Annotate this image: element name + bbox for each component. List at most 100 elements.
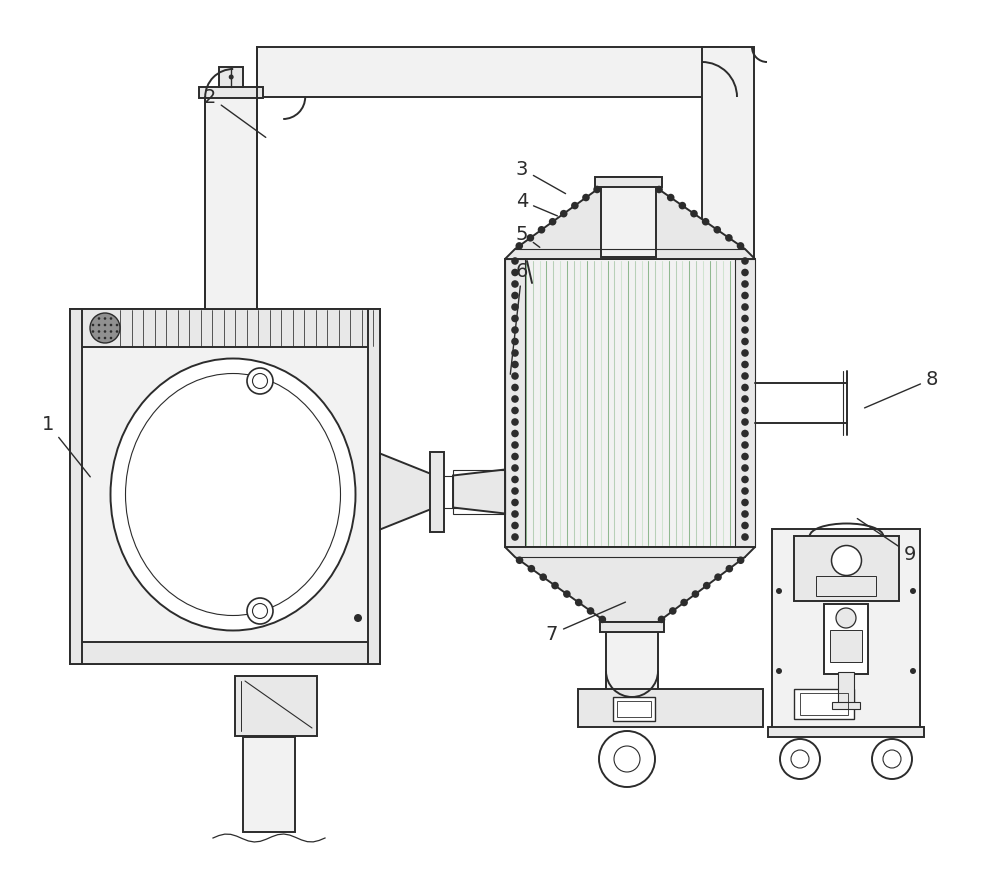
Circle shape — [110, 324, 112, 327]
Bar — [830, 630, 862, 662]
Circle shape — [511, 281, 519, 289]
Text: 1: 1 — [42, 415, 90, 477]
Circle shape — [511, 315, 519, 323]
Circle shape — [741, 465, 749, 472]
Circle shape — [551, 582, 559, 590]
Text: 4: 4 — [516, 192, 557, 216]
Circle shape — [741, 395, 749, 403]
Circle shape — [741, 511, 749, 518]
Circle shape — [511, 419, 519, 427]
Circle shape — [669, 607, 677, 615]
Circle shape — [741, 419, 749, 427]
Bar — [578, 689, 763, 727]
Circle shape — [741, 476, 749, 484]
Bar — [772, 529, 920, 729]
Circle shape — [737, 242, 744, 250]
Circle shape — [737, 557, 744, 564]
Circle shape — [741, 269, 749, 277]
Circle shape — [776, 588, 782, 594]
Circle shape — [98, 318, 100, 321]
Bar — [505, 260, 525, 547]
Circle shape — [836, 608, 856, 628]
Circle shape — [910, 668, 916, 674]
Circle shape — [587, 607, 594, 615]
Circle shape — [741, 499, 749, 507]
Circle shape — [511, 350, 519, 357]
Circle shape — [98, 337, 100, 340]
Circle shape — [511, 258, 519, 266]
Circle shape — [104, 331, 106, 334]
Bar — [70, 309, 82, 664]
Text: 7: 7 — [546, 602, 625, 644]
Circle shape — [539, 574, 547, 581]
Text: 6: 6 — [510, 262, 528, 375]
Circle shape — [680, 599, 688, 607]
Circle shape — [511, 499, 519, 507]
Circle shape — [511, 522, 519, 530]
Text: 9: 9 — [857, 519, 916, 564]
Circle shape — [741, 350, 749, 357]
Circle shape — [92, 331, 94, 334]
Circle shape — [563, 591, 571, 598]
Circle shape — [832, 546, 862, 576]
Circle shape — [527, 235, 534, 242]
Bar — [430, 452, 444, 532]
Circle shape — [741, 522, 749, 530]
Circle shape — [511, 441, 519, 449]
Circle shape — [741, 315, 749, 323]
Polygon shape — [505, 188, 755, 260]
Circle shape — [741, 384, 749, 392]
Circle shape — [511, 384, 519, 392]
Circle shape — [354, 614, 362, 622]
Text: 8: 8 — [865, 370, 938, 408]
Bar — [613, 697, 655, 721]
Bar — [70, 309, 380, 348]
Circle shape — [776, 668, 782, 674]
Bar — [606, 633, 658, 697]
Circle shape — [116, 331, 118, 334]
Bar — [368, 309, 380, 664]
Circle shape — [110, 318, 112, 321]
Circle shape — [110, 337, 112, 340]
Bar — [617, 701, 651, 717]
Circle shape — [110, 331, 112, 334]
Bar — [243, 737, 295, 832]
Circle shape — [593, 187, 601, 194]
Circle shape — [511, 430, 519, 438]
Circle shape — [741, 292, 749, 300]
Circle shape — [511, 453, 519, 461]
Circle shape — [713, 227, 721, 235]
Text: 3: 3 — [516, 160, 566, 195]
Circle shape — [511, 373, 519, 381]
Circle shape — [90, 314, 120, 343]
Circle shape — [560, 210, 568, 218]
Circle shape — [599, 731, 655, 787]
Circle shape — [247, 599, 273, 624]
Circle shape — [741, 408, 749, 415]
Circle shape — [679, 202, 686, 210]
Bar — [832, 702, 860, 709]
Bar — [219, 68, 243, 88]
Circle shape — [511, 304, 519, 311]
Circle shape — [741, 373, 749, 381]
Circle shape — [511, 292, 519, 300]
Circle shape — [511, 534, 519, 541]
Bar — [768, 727, 924, 737]
Circle shape — [92, 324, 94, 327]
Circle shape — [511, 269, 519, 277]
Circle shape — [538, 227, 545, 235]
Circle shape — [667, 195, 675, 202]
Bar — [257, 48, 728, 98]
Circle shape — [741, 453, 749, 461]
Circle shape — [655, 187, 663, 194]
Bar — [205, 98, 257, 309]
Bar — [816, 576, 876, 596]
Circle shape — [511, 465, 519, 472]
Circle shape — [741, 488, 749, 495]
Circle shape — [511, 395, 519, 403]
Circle shape — [247, 368, 273, 395]
Bar — [453, 470, 505, 514]
Circle shape — [658, 616, 665, 623]
Bar — [794, 689, 854, 720]
Bar — [70, 309, 380, 664]
